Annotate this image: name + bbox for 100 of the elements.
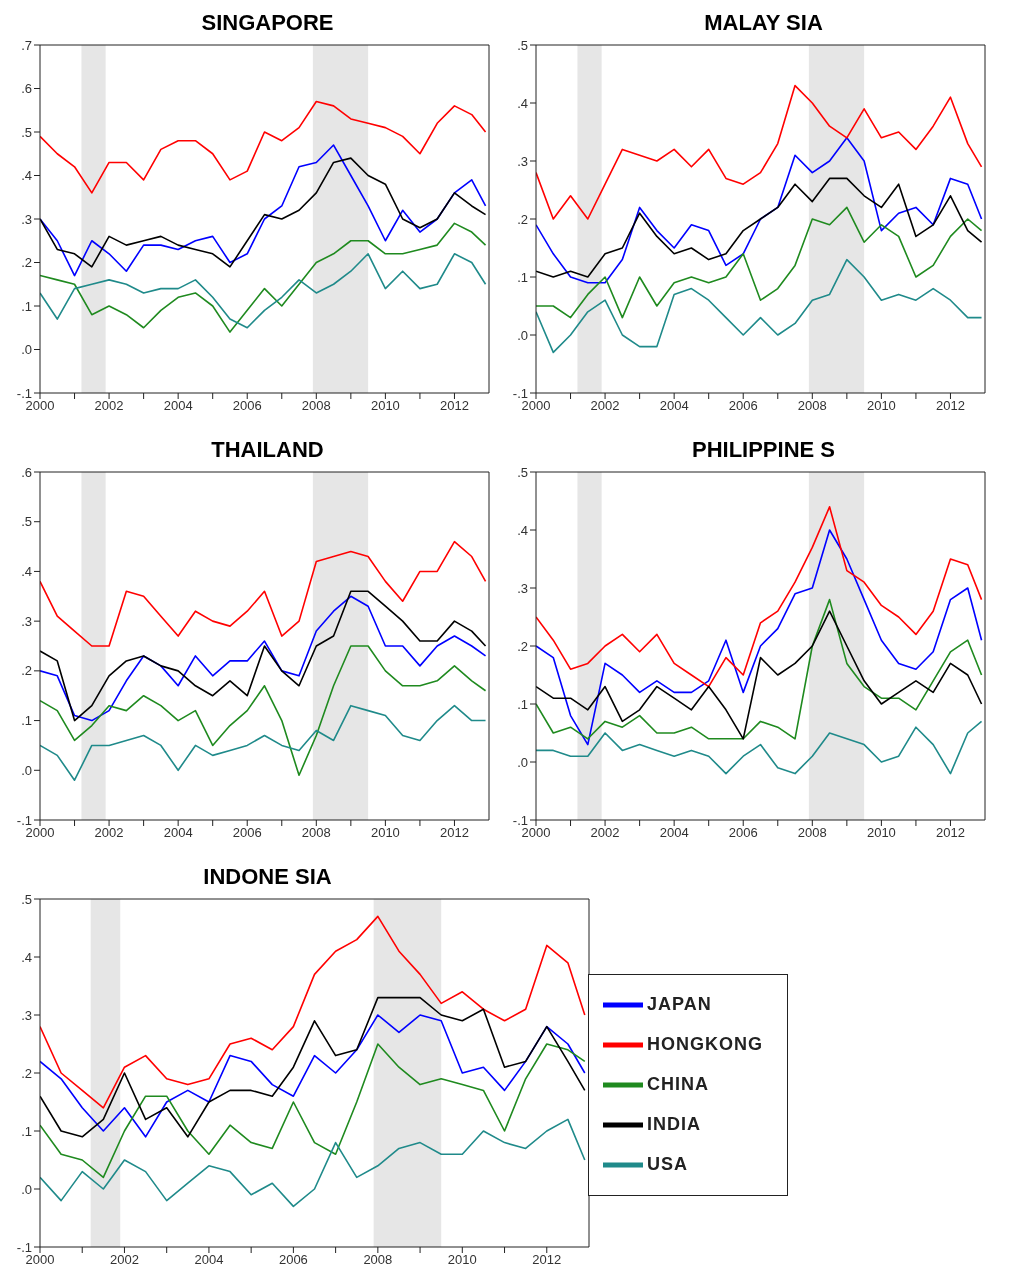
- y-tick-label: .3: [517, 580, 528, 596]
- x-tick-label: 2008: [301, 825, 331, 841]
- y-tick-label: .4: [517, 522, 528, 538]
- y-tick-label: .3: [21, 1007, 32, 1023]
- y-tick-label: .4: [21, 564, 32, 580]
- line-series: [536, 258, 983, 354]
- x-tick-label: 2000: [25, 1252, 55, 1268]
- x-tick-label: 2008: [301, 398, 331, 414]
- line-series: [40, 222, 487, 333]
- line-series: [536, 720, 983, 775]
- y-tick-label: .1: [21, 298, 32, 314]
- y-tick-label: .5: [517, 37, 528, 53]
- line-series: [536, 506, 983, 688]
- x-tick-label: 2000: [521, 825, 551, 841]
- y-tick-label: .3: [21, 211, 32, 227]
- x-tick-label: 2012: [532, 1252, 562, 1268]
- y-tick-label: .6: [21, 81, 32, 97]
- x-tick-label: 2004: [163, 825, 193, 841]
- x-tick-label: 2002: [590, 398, 620, 414]
- y-tick-label: .2: [517, 211, 528, 227]
- line-series: [536, 177, 983, 278]
- y-tick-label: .0: [21, 342, 32, 358]
- y-tick-label: .6: [21, 464, 32, 480]
- y-tick-label: .3: [517, 153, 528, 169]
- line-series: [40, 157, 487, 268]
- y-tick-label: .5: [21, 124, 32, 140]
- x-tick-label: 2002: [590, 825, 620, 841]
- y-tick-label: .0: [21, 1181, 32, 1197]
- y-tick-label: .1: [21, 1123, 32, 1139]
- y-tick-label: .5: [517, 464, 528, 480]
- line-series: [40, 915, 586, 1109]
- y-tick-label: .5: [21, 514, 32, 530]
- legend-label: INDIA: [647, 1113, 701, 1134]
- y-tick-label: .5: [21, 891, 32, 907]
- x-tick-label: 2010: [447, 1252, 477, 1268]
- legend-label: CHINA: [647, 1073, 709, 1094]
- y-tick-label: .2: [21, 663, 32, 679]
- x-tick-label: 2000: [25, 825, 55, 841]
- y-tick-label: -.1: [16, 1239, 32, 1255]
- x-tick-label: 2006: [728, 398, 758, 414]
- line-series: [536, 206, 983, 319]
- x-tick-label: 2000: [25, 398, 55, 414]
- x-tick-label: 2012: [440, 398, 469, 414]
- x-tick-label: 2012: [936, 825, 965, 841]
- line-series: [536, 529, 983, 746]
- x-tick-label: 2002: [94, 398, 124, 414]
- y-tick-label: .2: [517, 638, 528, 654]
- y-tick-label: .7: [21, 37, 32, 53]
- y-tick-label: .2: [21, 1065, 32, 1081]
- line-series: [40, 100, 487, 194]
- x-tick-label: 2006: [232, 825, 262, 841]
- y-tick-label: .0: [21, 762, 32, 778]
- x-tick-label: 2008: [363, 1252, 393, 1268]
- x-tick-label: 2000: [521, 398, 551, 414]
- y-tick-label: .1: [21, 713, 32, 729]
- x-tick-label: 2008: [797, 398, 827, 414]
- legend-label: JAPAN: [647, 993, 712, 1014]
- line-series: [40, 645, 487, 777]
- y-tick-label: -.1: [512, 812, 528, 828]
- x-tick-label: 2010: [866, 398, 896, 414]
- y-tick-label: .4: [21, 168, 32, 184]
- x-tick-label: 2002: [94, 825, 124, 841]
- x-tick-label: 2006: [232, 398, 262, 414]
- line-series: [40, 540, 487, 647]
- line-series: [40, 253, 487, 329]
- x-tick-label: 2004: [163, 398, 193, 414]
- y-tick-label: .4: [21, 949, 32, 965]
- chart-title: PHILIPPINE S: [690, 436, 836, 464]
- chart-title: SINGAPORE: [200, 9, 335, 37]
- line-series: [40, 704, 487, 782]
- y-tick-label: .0: [517, 327, 528, 343]
- x-tick-label: 2010: [866, 825, 896, 841]
- x-tick-label: 2006: [278, 1252, 308, 1268]
- chart-title: MALAY SIA: [703, 9, 824, 37]
- chart-title: THAILAND: [210, 436, 325, 464]
- y-tick-label: -.1: [16, 385, 32, 401]
- x-tick-label: 2006: [728, 825, 758, 841]
- legend-label: HONGKONG: [647, 1033, 763, 1054]
- x-tick-label: 2004: [659, 398, 689, 414]
- y-tick-label: .1: [517, 269, 528, 285]
- x-tick-label: 2012: [440, 825, 469, 841]
- y-tick-label: -.1: [512, 385, 528, 401]
- y-tick-label: .4: [517, 95, 528, 111]
- line-series: [40, 144, 487, 277]
- y-tick-label: .0: [517, 754, 528, 770]
- y-tick-label: .3: [21, 613, 32, 629]
- legend-label: USA: [647, 1153, 689, 1174]
- y-tick-label: .1: [517, 696, 528, 712]
- x-tick-label: 2010: [370, 825, 400, 841]
- x-tick-label: 2008: [797, 825, 827, 841]
- line-series: [536, 84, 983, 220]
- line-series: [536, 137, 983, 284]
- x-tick-label: 2004: [659, 825, 689, 841]
- x-tick-label: 2010: [370, 398, 400, 414]
- chart-title: INDONE SIA: [202, 863, 333, 891]
- y-tick-label: -.1: [16, 812, 32, 828]
- x-tick-label: 2012: [936, 398, 965, 414]
- x-tick-label: 2004: [194, 1252, 224, 1268]
- line-series: [40, 1043, 586, 1179]
- x-tick-label: 2002: [110, 1252, 139, 1268]
